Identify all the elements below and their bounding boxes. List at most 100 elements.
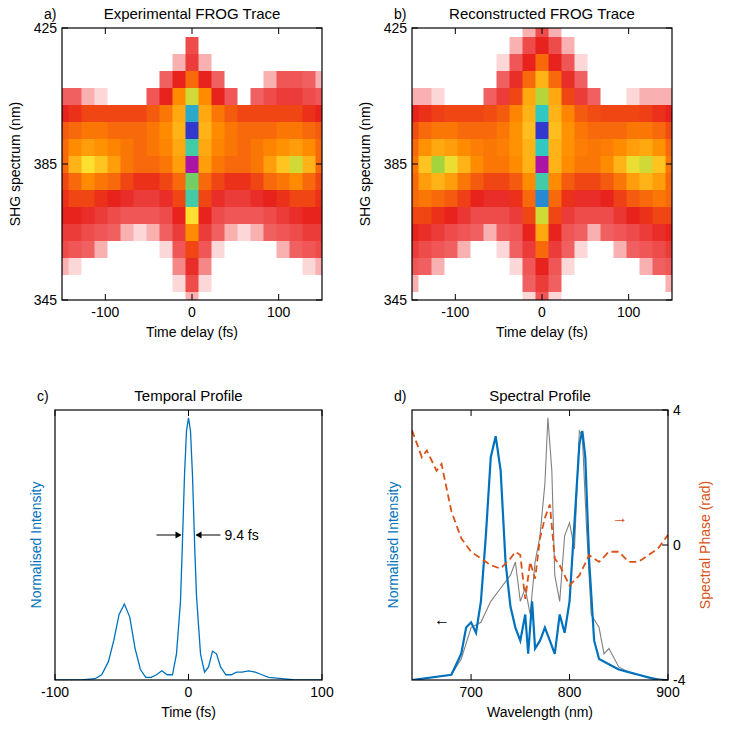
- heat-cell: [549, 156, 563, 174]
- heat-cell: [614, 88, 628, 106]
- heat-cell: [412, 139, 419, 157]
- heat-cell: [238, 28, 252, 37]
- heat-cell: [666, 139, 673, 157]
- heat-cell: [173, 37, 187, 55]
- heat-cell: [666, 122, 673, 140]
- heat-cell: [523, 71, 537, 89]
- heat-cell: [251, 37, 265, 55]
- heat-cell: [160, 224, 174, 242]
- heat-cell: [134, 122, 148, 140]
- heat-cell: [62, 275, 69, 293]
- heat-cell: [147, 54, 161, 72]
- heat-cell: [160, 207, 174, 225]
- heat-cell: [251, 54, 265, 72]
- heat-cell: [666, 190, 673, 208]
- heat-cell: [562, 88, 576, 106]
- heat-cell: [536, 275, 550, 293]
- heat-cell: [303, 156, 317, 174]
- heat-cell: [316, 190, 323, 208]
- heat-cell: [160, 190, 174, 208]
- heat-cell: [147, 71, 161, 89]
- heat-cell: [458, 88, 472, 106]
- heat-cell: [432, 292, 446, 301]
- heat-cell: [653, 54, 667, 72]
- heat-cell: [536, 156, 550, 174]
- y-tick: [316, 164, 322, 165]
- heat-cell: [497, 37, 511, 55]
- heat-cell: [510, 122, 524, 140]
- heat-cell: [251, 190, 265, 208]
- heat-cell: [277, 122, 291, 140]
- heat-cell: [640, 139, 654, 157]
- heat-cell: [199, 105, 213, 123]
- heat-cell: [653, 224, 667, 242]
- heat-cell: [653, 258, 667, 276]
- heat-cell: [238, 122, 252, 140]
- x-tick: [192, 294, 193, 300]
- y-tick: [316, 28, 322, 29]
- heat-cell: [251, 224, 265, 242]
- heat-cell: [290, 37, 304, 55]
- heat-cell: [212, 37, 226, 55]
- heat-cell: [121, 207, 135, 225]
- heat-cell: [62, 292, 69, 301]
- heat-cell: [290, 258, 304, 276]
- heat-cell: [445, 54, 459, 72]
- heat-cell: [614, 71, 628, 89]
- heat-cell: [238, 173, 252, 191]
- heat-cell: [445, 122, 459, 140]
- heat-cell: [186, 275, 200, 293]
- heat-cell: [290, 207, 304, 225]
- heat-cell: [588, 54, 602, 72]
- axes: -1000100345385425Experimental FROG Trace…: [34, 5, 322, 340]
- heat-cell: [225, 122, 239, 140]
- heat-cell: [549, 207, 563, 225]
- heat-cell: [653, 28, 667, 37]
- heat-cell: [62, 224, 69, 242]
- spectrum-line: [412, 418, 668, 680]
- heat-cell: [536, 88, 550, 106]
- heat-cell: [69, 37, 83, 55]
- heat-cell: [186, 224, 200, 242]
- heat-cell: [82, 156, 96, 174]
- heat-cell: [134, 207, 148, 225]
- heat-cell: [432, 207, 446, 225]
- heat-cell: [238, 190, 252, 208]
- heat-cell: [82, 224, 96, 242]
- heat-cell: [238, 258, 252, 276]
- heat-cell: [575, 224, 589, 242]
- heat-cell: [575, 241, 589, 259]
- heat-cell: [212, 122, 226, 140]
- heat-cell: [588, 156, 602, 174]
- heat-cell: [627, 28, 641, 37]
- heat-cell: [173, 88, 187, 106]
- heat-cell: [62, 207, 69, 225]
- heat-cell: [510, 37, 524, 55]
- heat-cell: [471, 173, 485, 191]
- heat-cell: [121, 190, 135, 208]
- heat-cell: [121, 173, 135, 191]
- heat-cell: [432, 122, 446, 140]
- heat-cell: [238, 105, 252, 123]
- heat-cell: [484, 139, 498, 157]
- heat-cell: [173, 54, 187, 72]
- heat-cell: [523, 122, 537, 140]
- heat-cell: [225, 258, 239, 276]
- heat-cell: [277, 156, 291, 174]
- heat-cell: [627, 37, 641, 55]
- heat-cell: [199, 122, 213, 140]
- heat-cell: [562, 173, 576, 191]
- heat-cell: [510, 54, 524, 72]
- heat-cell: [510, 71, 524, 89]
- x-tick: [105, 294, 106, 300]
- heat-cell: [251, 105, 265, 123]
- x-tick: [455, 294, 456, 300]
- intensity-line: [55, 418, 322, 680]
- heat-cell: [134, 241, 148, 259]
- x-tick: [471, 674, 472, 680]
- heat-cell: [251, 241, 265, 259]
- heat-cell: [432, 105, 446, 123]
- heat-cell: [412, 258, 419, 276]
- heat-cell: [121, 241, 135, 259]
- heat-cell: [471, 292, 485, 301]
